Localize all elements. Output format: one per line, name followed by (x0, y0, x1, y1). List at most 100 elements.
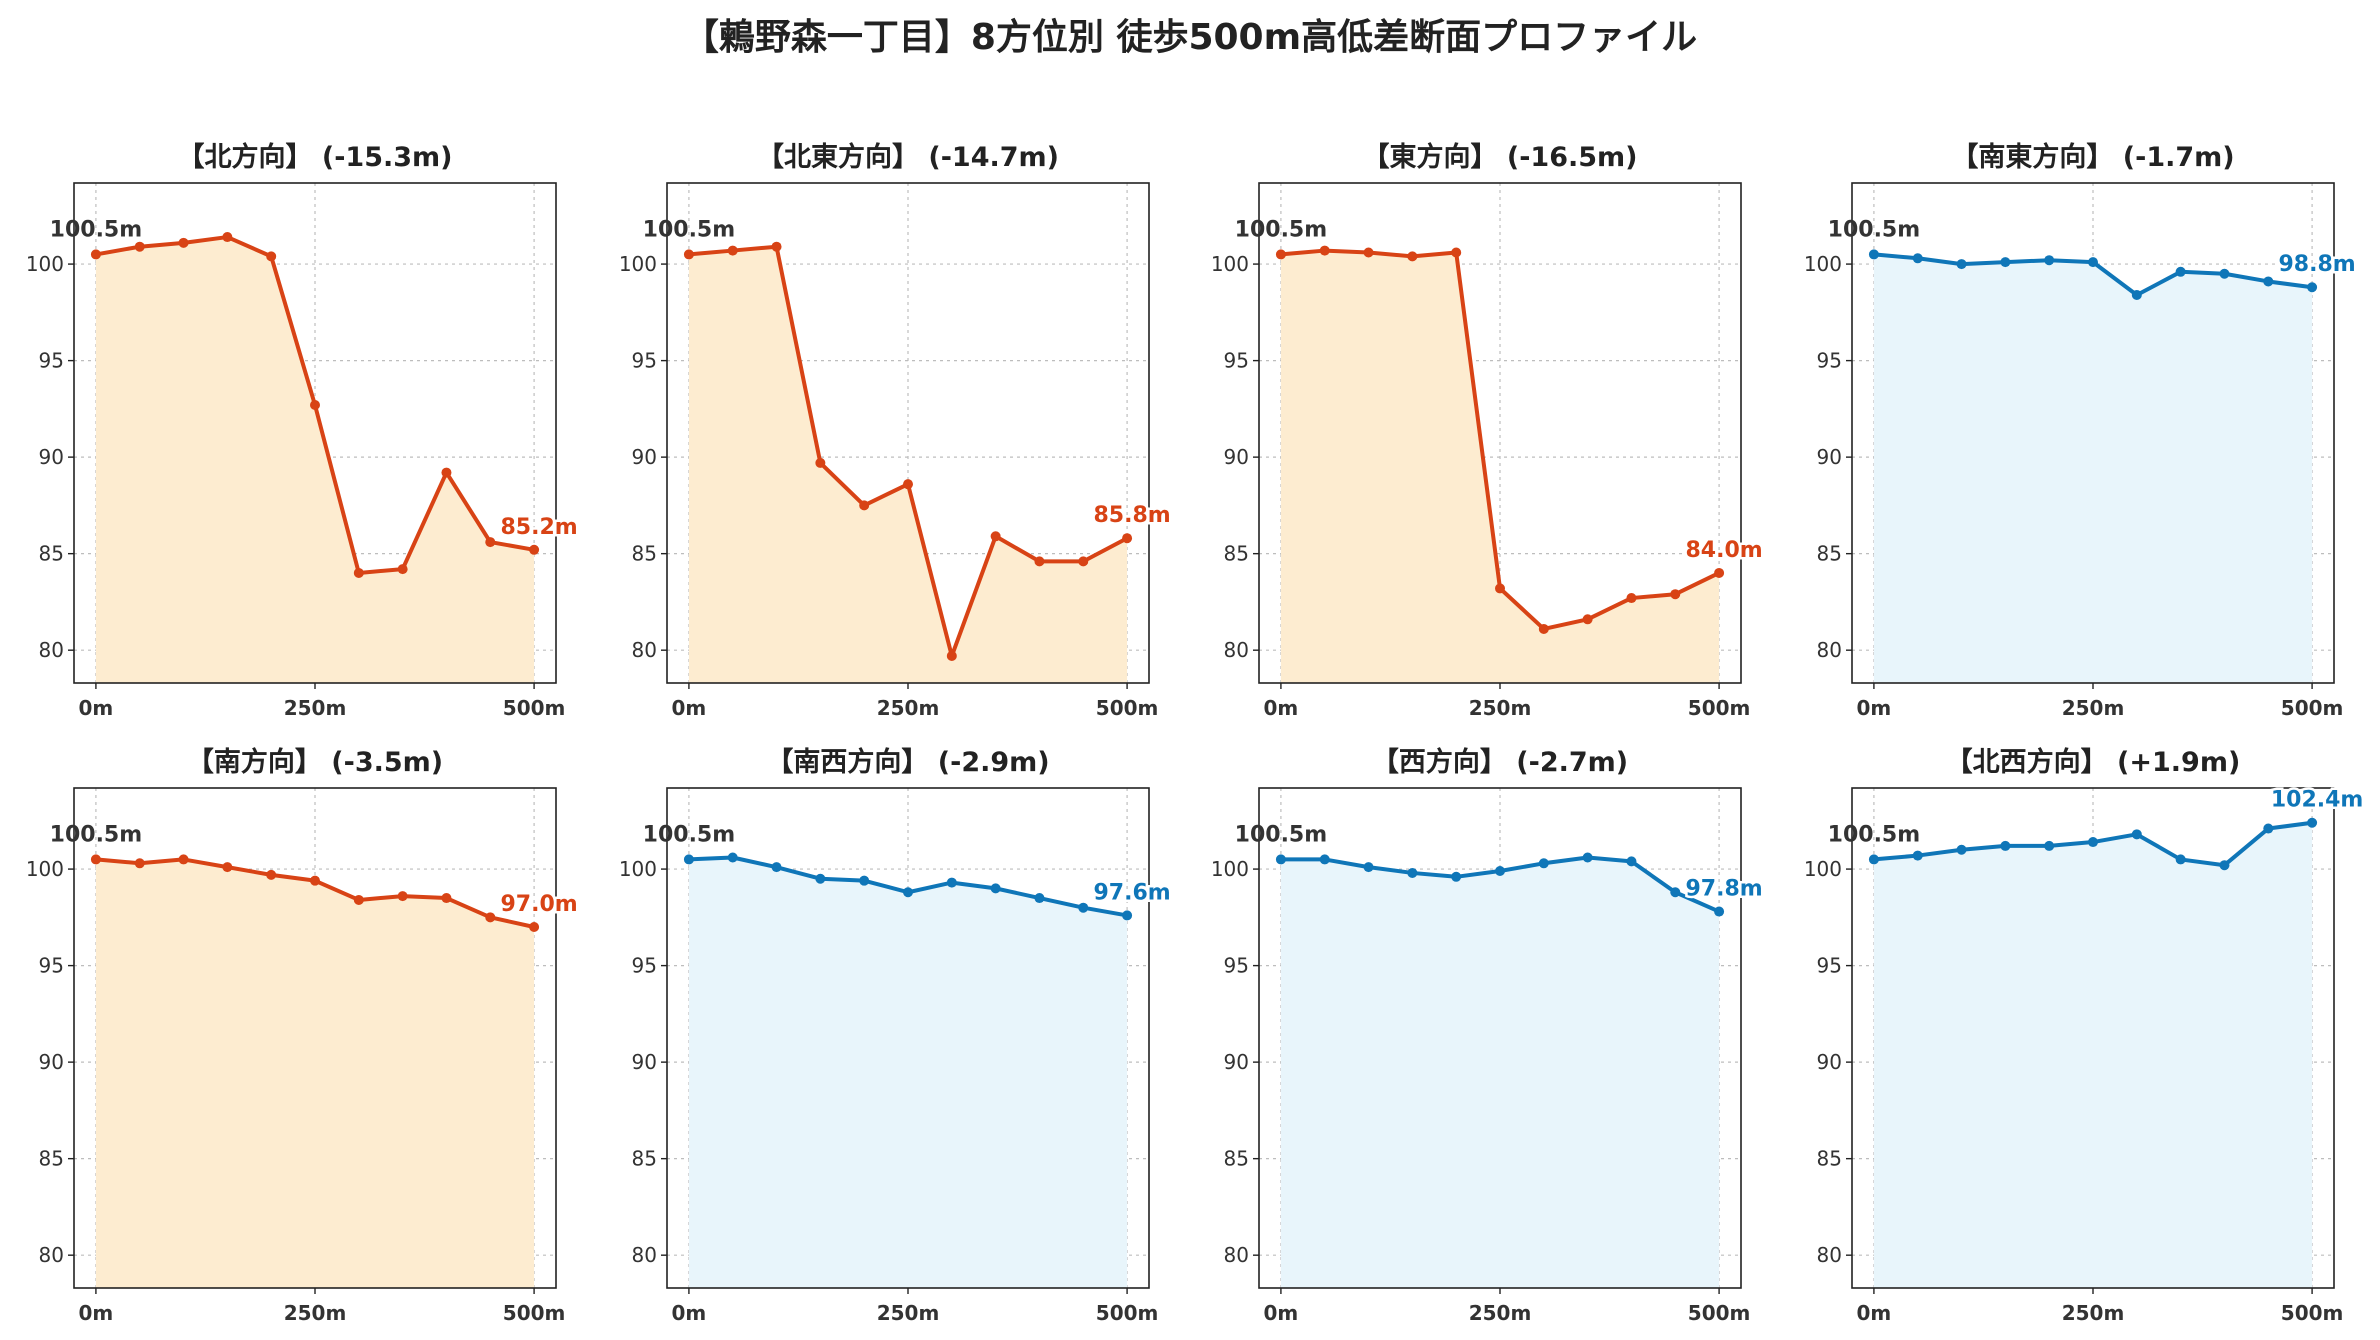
elevation-point (178, 237, 189, 248)
end-elevation-label: 85.2m (500, 515, 577, 540)
elevation-point (815, 873, 826, 884)
elevation-point (1319, 854, 1330, 865)
elevation-point (1495, 583, 1505, 594)
y-tick-label: 85 (632, 542, 657, 566)
elevation-point (2263, 823, 2274, 834)
x-tick-label: 0m (1264, 696, 1299, 720)
elevation-point (727, 245, 738, 256)
y-tick-label: 95 (1224, 954, 1249, 978)
y-tick-label: 80 (632, 1243, 657, 1267)
y-tick-label: 85 (1224, 542, 1249, 566)
elevation-point (2175, 854, 2186, 865)
elevation-point (2044, 255, 2055, 266)
y-tick-label: 95 (1817, 349, 1842, 373)
y-tick-label: 100 (26, 857, 64, 881)
elevation-point (1956, 844, 1967, 855)
y-tick-label: 85 (1224, 1147, 1249, 1171)
x-tick-label: 0m (79, 1301, 114, 1325)
elevation-point (2307, 817, 2318, 828)
elevation-area (95, 237, 535, 683)
elevation-point (2131, 289, 2142, 300)
elevation-point (2307, 282, 2318, 293)
x-tick-label: 500m (1688, 696, 1751, 720)
start-elevation-label: 100.5m (643, 822, 736, 847)
y-tick-label: 90 (39, 445, 64, 469)
x-tick-label: 0m (672, 696, 707, 720)
elevation-point (2044, 840, 2055, 851)
elevation-point (1670, 887, 1681, 898)
end-elevation-label: 97.8m (1685, 877, 1762, 902)
elevation-point (222, 862, 233, 873)
x-tick-label: 0m (1857, 696, 1892, 720)
y-tick-label: 90 (1224, 1050, 1249, 1074)
panel-title: 【東方向】 (-16.5m) (1362, 141, 1637, 173)
end-elevation-label: 97.0m (500, 892, 577, 917)
elevation-point (683, 249, 694, 260)
elevation-point (1319, 245, 1330, 256)
y-tick-label: 85 (1817, 542, 1842, 566)
elevation-point (1275, 854, 1286, 865)
panel-title: 【南方向】 (-3.5m) (187, 746, 443, 778)
elevation-point (771, 862, 782, 873)
elevation-area (688, 857, 1128, 1288)
y-tick-label: 80 (1224, 1243, 1249, 1267)
figure-title: 【鶫野森一丁目】8方位別 徒歩500m高低差断面プロファイル (682, 17, 1698, 58)
elevation-point (1407, 251, 1418, 262)
y-tick-label: 80 (1224, 638, 1249, 662)
y-tick-label: 80 (632, 638, 657, 662)
x-tick-label: 250m (2062, 1301, 2125, 1325)
elevation-point (2219, 268, 2230, 279)
elevation-point (1912, 253, 1923, 264)
y-tick-label: 100 (1211, 857, 1249, 881)
x-tick-label: 0m (1857, 1301, 1892, 1325)
elevation-point (134, 858, 145, 869)
profile-panel: 【北西方向】 (+1.9m) 80 85 90 95 100 0m 250m 500m 100.5… (1804, 746, 2366, 1325)
x-tick-label: 250m (877, 696, 940, 720)
elevation-point (1451, 247, 1462, 258)
profile-panel: 【北方向】 (-15.3m) 80 85 90 95 100 0m 250m 500m 100.5… (26, 141, 580, 720)
elevation-point (90, 854, 101, 865)
y-tick-label: 90 (1817, 445, 1842, 469)
profile-panel: 【西方向】 (-2.7m) 80 85 90 95 100 0m 250m 500m 100.5m… (1211, 746, 1765, 1325)
elevation-point (1363, 247, 1374, 258)
elevation-point (903, 887, 913, 898)
elevation-point (529, 921, 540, 932)
y-tick-label: 95 (1817, 954, 1842, 978)
elevation-area (1280, 857, 1720, 1288)
end-elevation-label: 97.6m (1093, 880, 1170, 905)
elevation-area (1873, 822, 2313, 1288)
elevation-point (946, 650, 957, 661)
elevation-point (1956, 259, 1967, 270)
y-tick-label: 100 (619, 252, 657, 276)
x-tick-label: 500m (503, 1301, 566, 1325)
x-tick-label: 250m (2062, 696, 2125, 720)
x-tick-label: 250m (284, 1301, 347, 1325)
y-tick-label: 90 (1817, 1050, 1842, 1074)
start-elevation-label: 100.5m (1235, 822, 1328, 847)
y-tick-label: 100 (1804, 857, 1842, 881)
elevation-point (485, 912, 496, 923)
x-tick-label: 500m (1096, 696, 1159, 720)
elevation-point (2219, 860, 2230, 871)
elevation-point (1122, 533, 1133, 544)
y-tick-label: 95 (632, 349, 657, 373)
elevation-point (2000, 257, 2011, 268)
elevation-point (1714, 567, 1725, 578)
y-tick-label: 100 (1804, 252, 1842, 276)
x-tick-label: 500m (2281, 1301, 2344, 1325)
elevation-point (1407, 867, 1418, 878)
elevation-point (771, 241, 782, 252)
y-tick-label: 85 (632, 1147, 657, 1171)
panel-title: 【西方向】 (-2.7m) (1372, 746, 1628, 778)
y-tick-label: 90 (1224, 445, 1249, 469)
elevation-point (1538, 858, 1549, 869)
x-tick-label: 0m (1264, 1301, 1299, 1325)
profile-panel: 【南方向】 (-3.5m) 80 85 90 95 100 0m 250m 500m 100.5m… (26, 746, 580, 1325)
profile-panel: 【東方向】 (-16.5m) 80 85 90 95 100 0m 250m 500m 100.5… (1211, 141, 1765, 720)
elevation-point (397, 891, 408, 902)
x-tick-label: 250m (284, 696, 347, 720)
elevation-point (1122, 910, 1133, 921)
elevation-point (90, 249, 101, 260)
elevation-point (683, 854, 694, 865)
